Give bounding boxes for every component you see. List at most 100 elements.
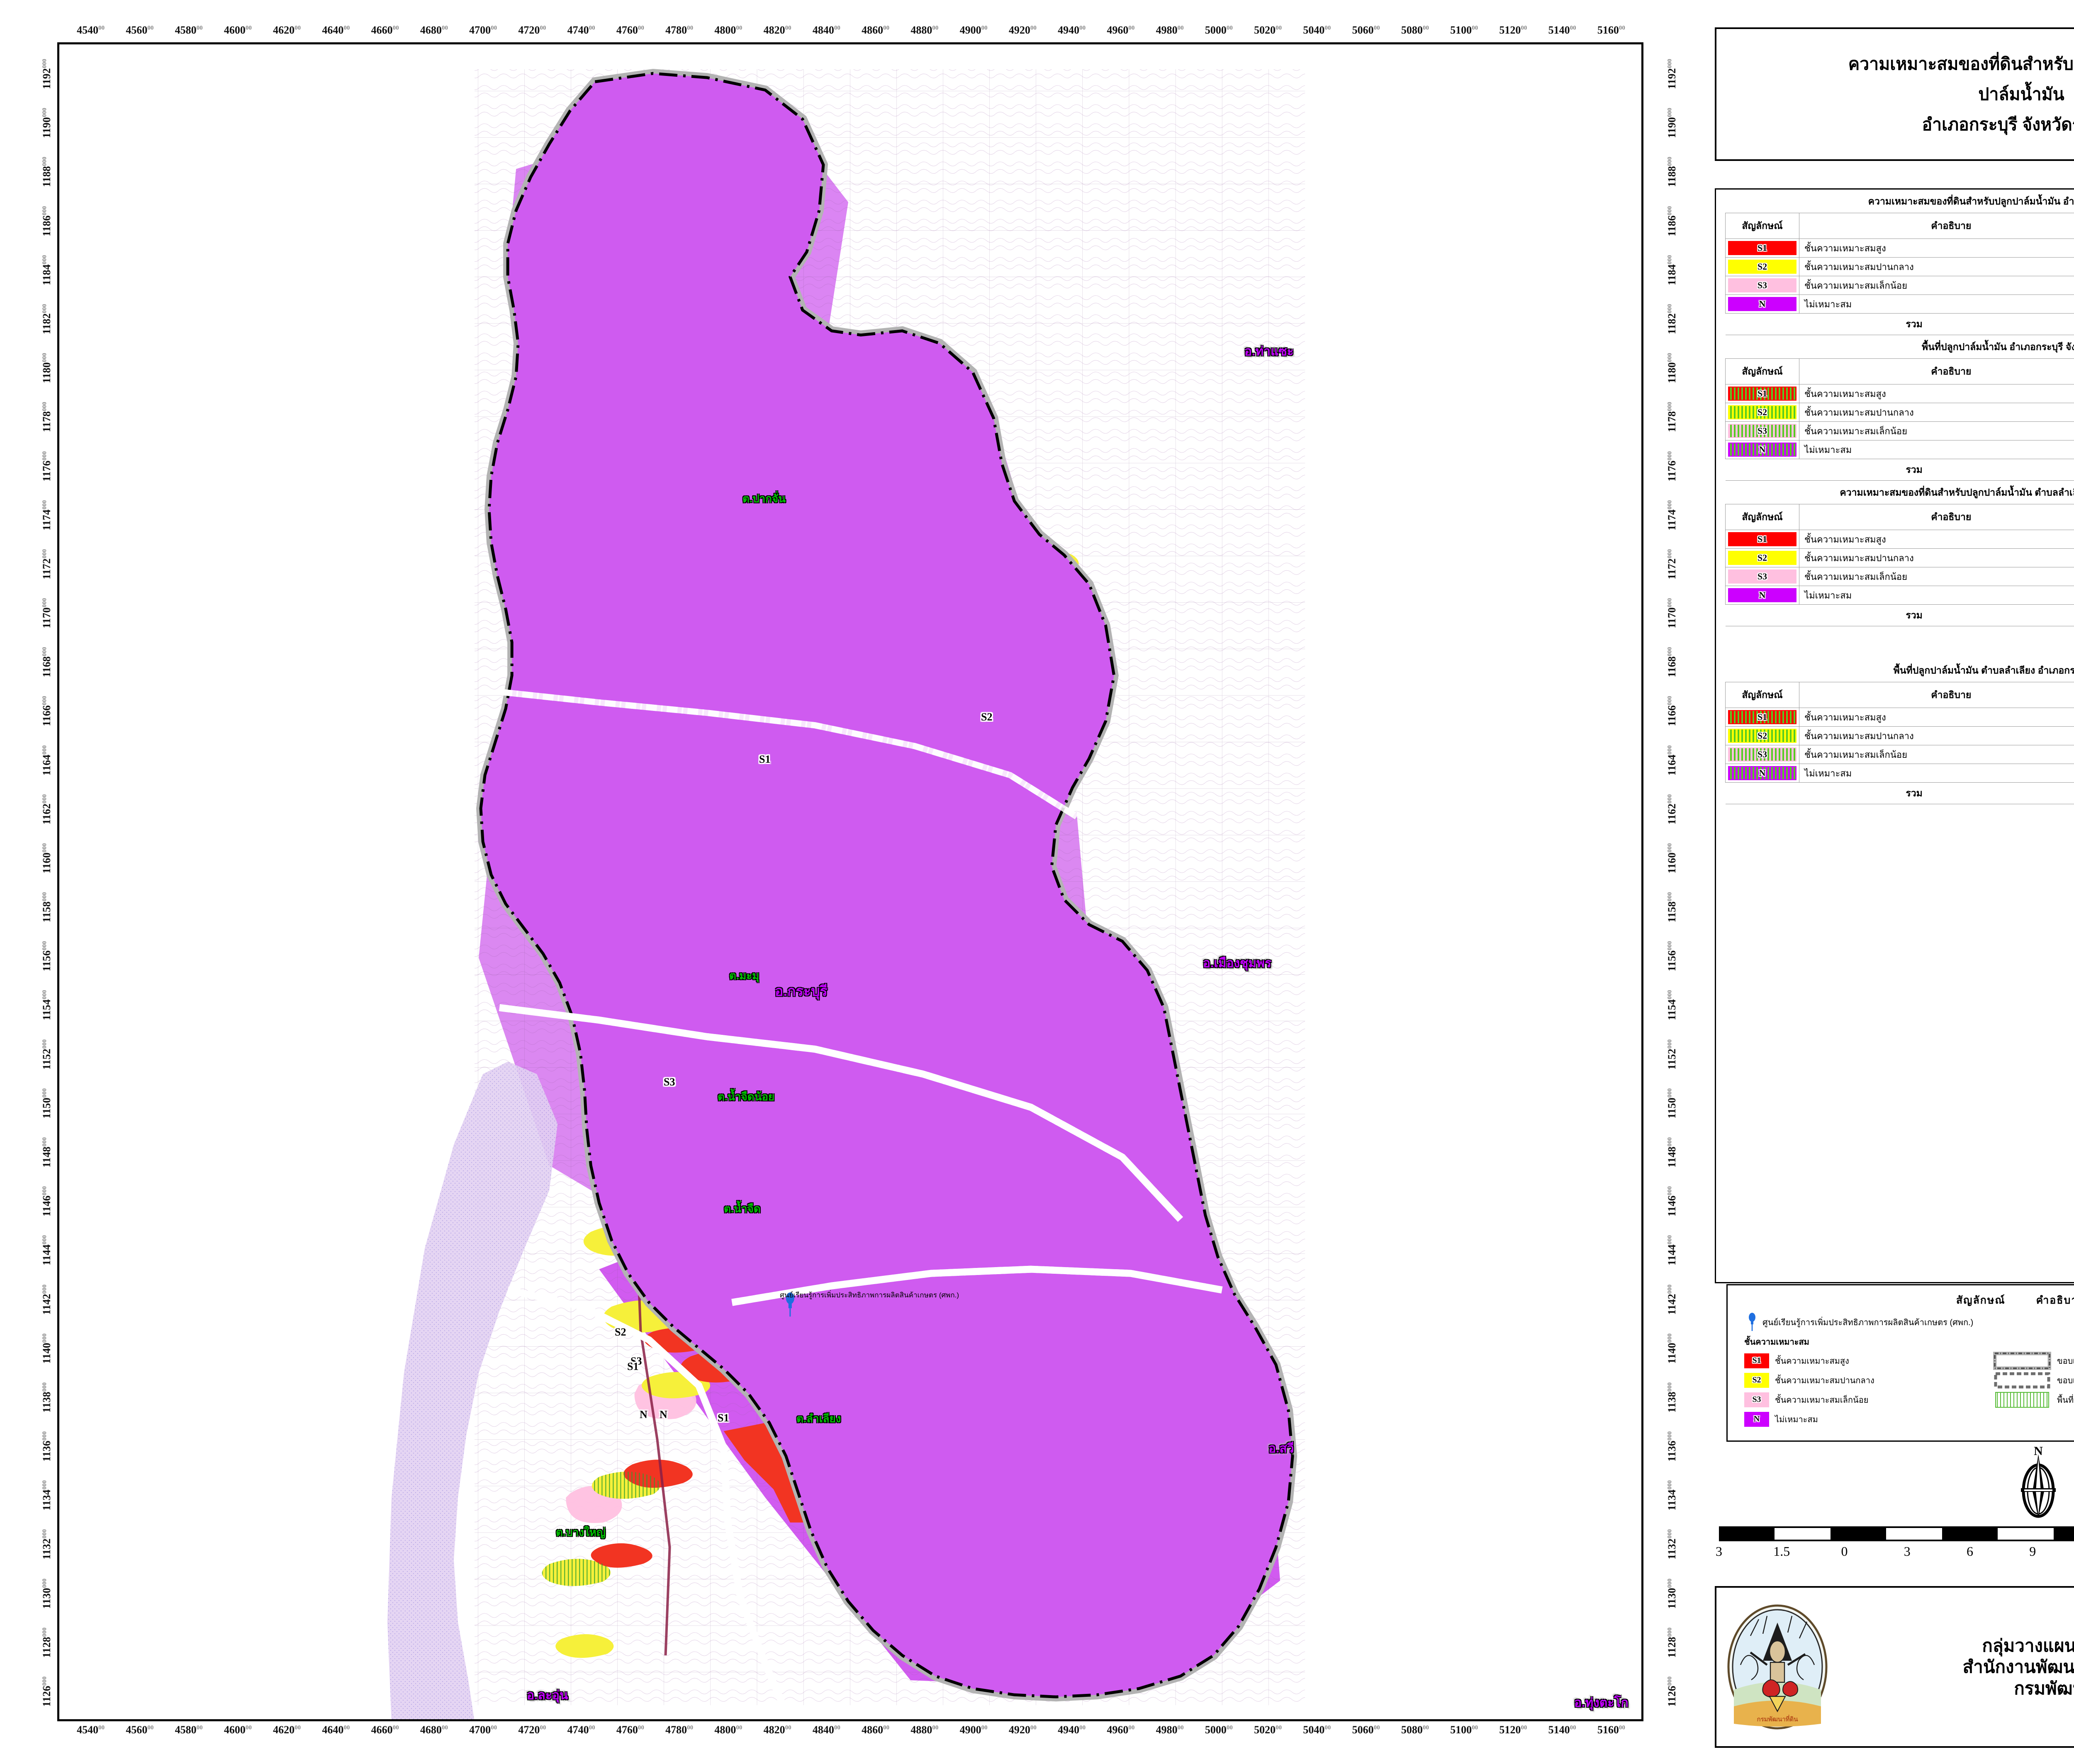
graticule-label: 1188000 (1666, 157, 1678, 187)
class-swatch-S2: S2 (1728, 260, 1796, 274)
graticule-label: 496000 (1107, 24, 1135, 36)
scale-tick: 3 (1716, 1544, 1722, 1559)
cell-symbol: S3 (1725, 276, 1799, 295)
cell-symbol: S2 (1725, 403, 1799, 422)
table-header-row: สัญลักษณ์คำอธิบายเนื้อที่ (ไร่)ร้อยละ (1725, 504, 2074, 530)
table-row: S1ชั้นความเหมาะสมสูง44,6117.46 (1725, 238, 2074, 258)
graticule-label: 504000 (1303, 24, 1331, 36)
class-swatch-S3: S3 (1728, 747, 1796, 762)
cell-description: ชั้นความเหมาะสมเล็กน้อย (1799, 421, 2074, 440)
graticule-label: 476000 (616, 24, 644, 36)
graticule-label: 1178000 (1666, 402, 1678, 433)
graticule-label: 1164000 (1666, 745, 1678, 776)
table-row: S1ชั้นความเหมาะสมสูง3,51038.11 (1725, 708, 2074, 727)
graticule-label: 1146000 (41, 1186, 53, 1217)
graticule-label: 1152000 (41, 1039, 53, 1070)
legend-header-description: คำอธิบาย (2036, 1294, 2074, 1306)
table-row: S2ชั้นความเหมาะสมปานกลาง1,4680.85 (1725, 548, 2074, 567)
table-row: Nไม่เหมาะสม492,57682.42 (1725, 294, 2074, 314)
table-total-row: รวม597,660100.00 (1725, 313, 2074, 335)
stats-table-1: ความเหมาะสมของที่ดินสำหรับปลูกปาล์มน้ำมั… (1716, 190, 2074, 335)
legend-swatch-S1: S1 (1744, 1353, 1769, 1368)
graticule-label: 456000 (126, 24, 154, 36)
graticule-label: 470000 (469, 1724, 497, 1736)
graticule-label: 462000 (273, 24, 301, 36)
cell-description: ชั้นความเหมาะสมเล็กน้อย (1799, 276, 2074, 295)
graticule-label: 466000 (371, 24, 399, 36)
graticule-label: 1150000 (1666, 1088, 1678, 1119)
graticule-label: 468000 (420, 24, 448, 36)
stats-table: สัญลักษณ์คำอธิบายเนื้อที่ (ไร่)ร้อยละS1ช… (1725, 358, 2074, 481)
col-symbol: สัญลักษณ์ (1725, 504, 1799, 530)
title-line-2: ปาล์มน้ำมัน (1978, 84, 2064, 104)
table-total-row: รวม9,209100.00 (1725, 782, 2074, 804)
col-description: คำอธิบาย (1799, 504, 2074, 530)
graticule-label: 464000 (322, 1724, 350, 1736)
scale-tick: 9 (2029, 1544, 2036, 1559)
graticule-label: 1180000 (41, 353, 53, 384)
cell-symbol: S1 (1725, 238, 1799, 258)
graticule-label: 1164000 (41, 745, 53, 776)
graticule-label: 1190000 (41, 108, 53, 139)
cell-description: ไม่เหมาะสม (1799, 440, 2074, 459)
legend-boundary-label: ขอบเขตตำบล (2057, 1376, 2074, 1385)
class-swatch-S1: S1 (1728, 532, 1796, 546)
graticule-label: 1156000 (1666, 941, 1678, 972)
legend-boundary-label: พื้นที่ปลูกปาล์มน้ำมัน (2057, 1395, 2074, 1405)
scale-tick-labels: 31.50369121518 (1716, 1544, 2074, 1560)
table-row: S3ชั้นความเหมาะสมเล็กน้อย6660.39 (1725, 567, 2074, 586)
graticule-label: 1174000 (1666, 500, 1678, 530)
graticule-label: 458000 (175, 1724, 203, 1736)
graticule-label: 1156000 (41, 941, 53, 972)
graticule-label: 488000 (910, 1724, 939, 1736)
graticule-label: 500000 (1205, 1724, 1233, 1736)
graticule-label: 492000 (1008, 1724, 1037, 1736)
cell-symbol: S3 (1725, 567, 1799, 586)
legend-class-list: S1 ชั้นความเหมาะสมสูง S2 ชั้นความเหมาะสมปาน… (1744, 1351, 1993, 1429)
cell-description: ชั้นความเหมาะสมสูง (1799, 708, 2074, 727)
table-row: S3ชั้นความเหมาะสมเล็กน้อย1411.53 (1725, 745, 2074, 764)
col-symbol: สัญลักษณ์ (1725, 358, 1799, 384)
graticule-label: 1134000 (1666, 1480, 1678, 1511)
graticule-label: 1190000 (1666, 108, 1678, 139)
table-row: S2ชั้นความเหมาะสมปานกลาง38,1556.38 (1725, 257, 2074, 276)
graticule-label: 494000 (1058, 24, 1086, 36)
graticule-label: 1158000 (1666, 892, 1678, 923)
cell-symbol: N (1725, 440, 1799, 459)
cell-symbol: N (1725, 586, 1799, 605)
legend-boundary-row: ขอบเขตตำบล (1993, 1370, 2074, 1390)
graticule-label: 1170000 (1666, 598, 1678, 629)
col-symbol: สัญลักษณ์ (1725, 213, 1799, 239)
graticule-label: 460000 (224, 24, 252, 36)
graticule-label: 508000 (1401, 1724, 1429, 1736)
footer-text: กลุ่มวางแผนการใช้ที่ดิน สำนักงานพัฒนาที่… (1829, 1635, 2074, 1699)
svg-text:N: N (2034, 1445, 2043, 1458)
graticule-label: 1152000 (1666, 1039, 1678, 1070)
class-swatch-S3: S3 (1728, 424, 1796, 438)
graticule-label: 1186000 (41, 206, 53, 236)
legend-pin-row: ศูนย์เรียนรู้การเพิ่มประสิทธิภาพการผลิตส… (1728, 1309, 2074, 1333)
graticule-label: 454000 (77, 1724, 105, 1736)
class-swatch-N: N (1728, 766, 1796, 780)
legend-swatch-S3: S3 (1744, 1392, 1769, 1407)
graticule-label: 1126000 (1666, 1676, 1678, 1707)
graticule-label: 1166000 (1666, 696, 1678, 727)
graticule-label: 1182000 (41, 304, 53, 334)
stats-table: สัญลักษณ์คำอธิบายเนื้อที่ (ไร่)ร้อยละS1ช… (1725, 213, 2074, 335)
table-total-row: รวม48,178100.00 (1725, 459, 2074, 481)
graticule-label: 1128000 (1666, 1627, 1678, 1658)
graticule-label: 484000 (812, 1724, 840, 1736)
stats-table-4: พื้นที่ปลูกปาล์มน้ำมัน ตำบลลำเลียง อำเภอ… (1716, 626, 2074, 804)
graticule-label: 1136000 (41, 1431, 53, 1462)
map-frame[interactable]: อ.ท่าแซะ อ.เมืองชุมพร อ.สวี อ.ละอุ่น อ.ทุ่งต… (57, 42, 1643, 1721)
graticule-label: 464000 (322, 24, 350, 36)
graticule-label: 506000 (1352, 24, 1380, 36)
graticule-label: 478000 (665, 24, 694, 36)
col-description: คำอธิบาย (1799, 682, 2074, 708)
cell-symbol: S2 (1725, 257, 1799, 276)
cell-description: ไม่เหมาะสม (1799, 764, 2074, 783)
graticule-label: 502000 (1254, 24, 1282, 36)
graticule-label: 474000 (567, 24, 595, 36)
legend-boundary-label: ขอบเขตอำเภอ (2057, 1356, 2074, 1366)
graticule-label: 468000 (420, 1724, 448, 1736)
